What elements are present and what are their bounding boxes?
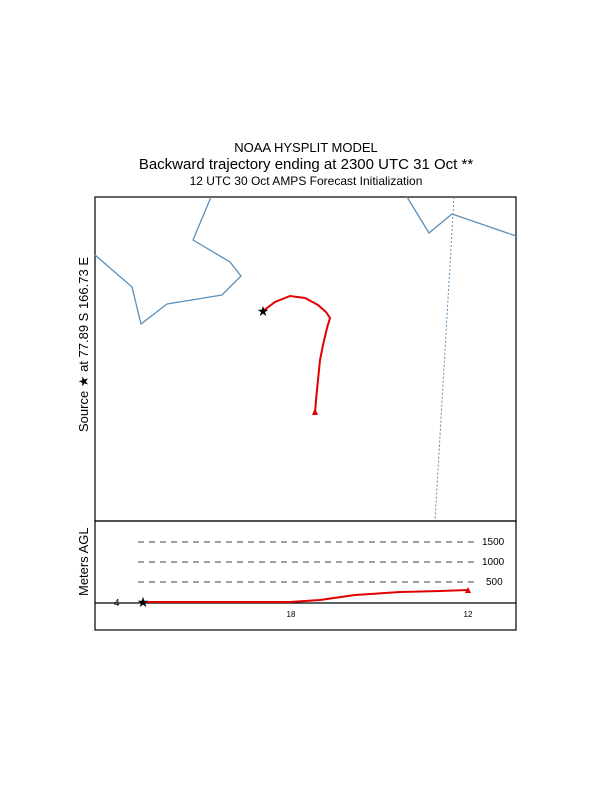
coastlines — [94, 196, 517, 326]
level-label-500: 500 — [486, 577, 503, 588]
title-line-3: 12 UTC 30 Oct AMPS Forecast Initializati… — [189, 174, 423, 188]
height-level-lines — [138, 541, 475, 583]
start-height-label: 4 — [114, 598, 120, 609]
height-axis-label: Meters AGL — [76, 527, 91, 596]
height-panel-frame — [94, 520, 517, 631]
time-label-18: 18 — [287, 610, 296, 619]
source-star-marker: ★ — [257, 304, 270, 320]
source-label: Source ★ at 77.89 S 166.73 E — [76, 257, 91, 432]
coastline-right — [406, 196, 517, 237]
height-trajectory-end-marker — [465, 587, 471, 593]
title-line-2: Backward trajectory ending at 2300 UTC 3… — [138, 156, 474, 173]
level-label-1000: 1000 — [482, 557, 505, 568]
map-frame — [94, 196, 517, 522]
trajectory-path — [262, 294, 332, 414]
meridian-line — [434, 196, 455, 522]
height-source-star: ★ — [137, 595, 150, 611]
time-label-12: 12 — [464, 610, 473, 619]
level-label-1500: 1500 — [482, 537, 505, 548]
trajectory-end-marker — [312, 408, 318, 415]
title-line-1: NOAA HYSPLIT MODEL — [234, 140, 378, 155]
coastline-left — [94, 196, 242, 326]
height-trajectory-path — [143, 589, 469, 603]
